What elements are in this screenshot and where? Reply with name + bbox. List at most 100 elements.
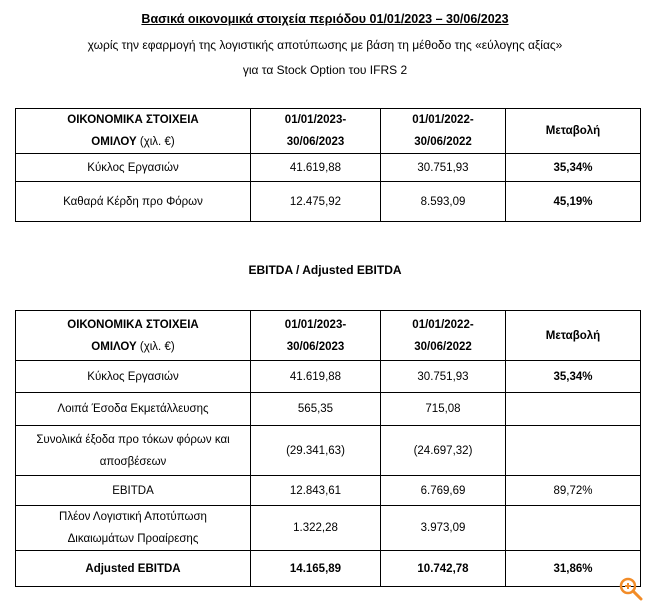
cell: 35,34% [505,360,641,393]
text: 30/06/2022 [414,136,472,148]
text: Λοιπά Έσοδα Εκμετάλλευσης [57,403,209,415]
text: 12.475,92 [289,195,342,208]
cell: Πλέον Λογιστική Αποτύπωση Δικαιωμάτων Προ… [15,505,251,551]
header-row: ΟΙΚΟΝΟΜΙΚΑ ΣΤΟΙΧΕΙΑ ΟΜΙΛΟΥ (χιλ. €) 01/01/… [15,108,641,154]
text: Πλέον Λογιστική Αποτύπωση [59,511,207,523]
cell: Κύκλος Εργασιών [15,360,251,393]
cell: EBITDA [15,475,251,506]
text: Μεταβολή [545,329,601,342]
text: 01/01/2023- [284,318,347,331]
text: 30/06/2023 [286,136,345,148]
cell: 3.973,09 [380,505,506,551]
cell: 41.619,88 [250,153,381,182]
table: ΟΙΚΟΝΟΜΙΚΑ ΣΤΟΙΧΕΙΑ ΟΜΙΛΟΥ (χιλ. €) 01/01/… [15,108,641,222]
row: Καθαρά Κέρδη προ Φόρων 12.475,92 8.593,09 4… [15,181,641,222]
text: αποσβέσεων [99,455,167,468]
cell: 12.843,61 [250,475,381,506]
cell [505,392,641,426]
text: 31,86% [553,562,593,575]
row: Κύκλος Εργασιών 41.619,88 30.751,93 35,34% [15,360,641,393]
text: 14.165,89 [289,562,342,575]
text: ΟΙΚΟΝΟΜΙΚΑ ΣΤΟΙΧΕΙΑ [67,318,199,331]
header-cell: ΟΙΚΟΝΟΜΙΚΑ ΣΤΟΙΧΕΙΑ ΟΜΙΛΟΥ (χιλ. €) [15,310,251,361]
text: 45,19% [553,195,593,208]
header-cell: 01/01/2022- 30/06/2022 [380,108,506,154]
text: 3.973,09 [420,522,466,534]
text: Συνολικά έξοδα προ τόκων φόρων και [36,433,230,446]
text: 8.593,09 [420,195,466,208]
text: 30/06/2023 [286,340,345,353]
cell: (24.697,32) [380,425,506,476]
cell: 715,08 [380,392,506,426]
header-cell: Μεταβολή [505,108,641,154]
text: 01/01/2022- [412,318,474,331]
row: Συνολικά έξοδα προ τόκων φόρων και αποσβέ… [15,425,641,476]
text: (29.341,63) [286,444,345,457]
text: Κύκλος Εργασιών [87,370,179,383]
text: Καθαρά Κέρδη προ Φόρων [63,195,203,208]
cell [505,505,641,551]
cell: 31,86% [505,550,641,587]
text: (χιλ. €) [139,340,175,353]
text: 1.322,28 [293,522,338,534]
header-cell: Μεταβολή [505,310,641,361]
cell: 14.165,89 [250,550,381,587]
cell: Καθαρά Κέρδη προ Φόρων [15,181,251,222]
cell: 30.751,93 [380,360,506,393]
row: Λοιπά Έσοδα Εκμετάλλευσης 565,35 715,08 [15,392,641,426]
text: 565,35 [297,403,334,415]
text: (χιλ. €) [139,136,175,148]
text: 10.742,78 [417,562,469,575]
cell: 565,35 [250,392,381,426]
text: Κύκλος Εργασιών [87,161,179,174]
cell: 45,19% [505,181,641,222]
row: Πλέον Λογιστική Αποτύπωση Δικαιωμάτων Προ… [15,505,641,551]
table: ΟΙΚΟΝΟΜΙΚΑ ΣΤΟΙΧΕΙΑ ΟΜΙΛΟΥ (χιλ. €) 01/01/… [15,310,641,587]
text: ΟΙΚΟΝΟΜΙΚΑ ΣΤΟΙΧΕΙΑ [67,114,199,126]
text: 30.751,93 [417,161,469,174]
cell: Κύκλος Εργασιών [15,153,251,182]
header-row: ΟΙΚΟΝΟΜΙΚΑ ΣΤΟΙΧΕΙΑ ΟΜΙΛΟΥ (χιλ. €) 01/01/… [15,310,641,361]
header-cell: 01/01/2023- 30/06/2023 [250,310,381,361]
cell: (29.341,63) [250,425,381,476]
cell: Λοιπά Έσοδα Εκμετάλλευσης [15,392,251,426]
text: 35,34% [553,370,593,383]
cell: 12.475,92 [250,181,381,222]
text: 41.619,88 [289,370,342,383]
cell: 8.593,09 [380,181,506,222]
text: (24.697,32) [413,444,473,457]
text: 12.843,61 [289,484,342,497]
zoom-icon[interactable] [618,576,644,602]
header-cell: ΟΙΚΟΝΟΜΙΚΑ ΣΤΟΙΧΕΙΑ ΟΜΙΛΟΥ (χιλ. €) [15,108,251,154]
cell: 35,34% [505,153,641,182]
cell: 41.619,88 [250,360,381,393]
cell: 89,72% [505,475,641,506]
cell: 30.751,93 [380,153,506,182]
text: 715,08 [425,403,461,415]
text: 35,34% [553,161,593,174]
title: Βασικά οικονομικά στοιχεία περιόδου 01/0… [141,12,509,26]
header-cell: 01/01/2023- 30/06/2023 [250,108,381,154]
text: 89,72% [553,484,593,497]
text: 01/01/2023- [284,114,347,126]
text: EBITDA [112,484,154,497]
text: 30/06/2022 [414,340,472,353]
cell: Συνολικά έξοδα προ τόκων φόρων και αποσβέ… [15,425,251,476]
subtitle: χωρίς την εφαρμογή της λογιστικής αποτύπ… [87,38,563,52]
cell: 1.322,28 [250,505,381,551]
text: ΟΜΙΛΟΥ [91,340,137,353]
text: Adjusted EBITDA [85,562,181,575]
cell: Adjusted EBITDA [15,550,251,587]
text: Δικαιωμάτων Προαίρεσης [67,533,199,545]
subtitle: για τα Stock Option του IFRS 2 [242,63,408,77]
text: 01/01/2022- [412,114,474,126]
text: 6.769,69 [420,484,466,497]
header-cell: 01/01/2022- 30/06/2022 [380,310,506,361]
cell: 6.769,69 [380,475,506,506]
text: ΟΜΙΛΟΥ [91,136,137,148]
section-title: EBITDA / Adjusted EBITDA [248,263,402,277]
row: EBITDA 12.843,61 6.769,69 89,72% [15,475,641,506]
row: Adjusted EBITDA 14.165,89 10.742,78 31,86% [15,550,641,587]
text: Μεταβολή [545,125,601,137]
